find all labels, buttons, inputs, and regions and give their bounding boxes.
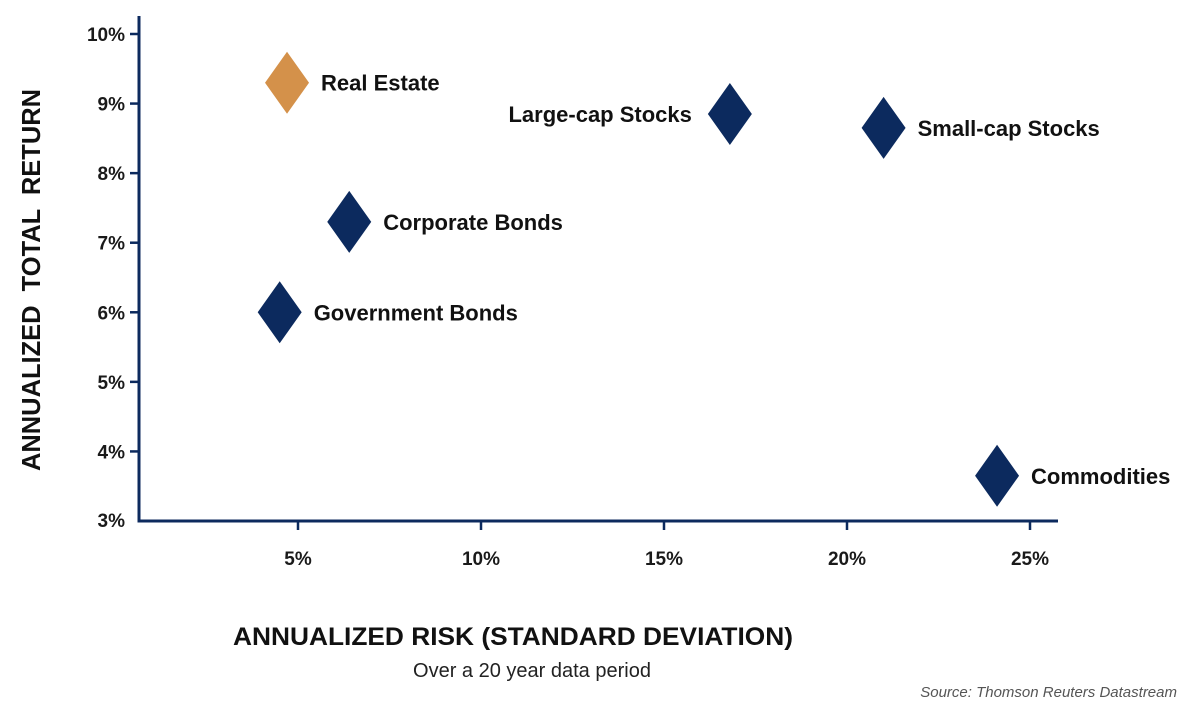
point-marker-small-cap-stocks	[861, 96, 906, 159]
y-tick-label: 9%	[98, 95, 126, 116]
x-tick-label: 25%	[1011, 549, 1049, 570]
point-marker-commodities	[975, 444, 1020, 507]
y-tick-label: 5%	[98, 373, 126, 394]
x-tick-label: 10%	[462, 549, 500, 570]
point-marker-real-estate	[265, 51, 310, 114]
x-tick-group: 5% 10% 15% 20% 25%	[284, 521, 1049, 570]
point-label-commodities: Commodities	[1031, 464, 1170, 489]
point-marker-corporate-bonds	[327, 190, 372, 253]
source-note: Source: Thomson Reuters Datastream	[920, 684, 1177, 701]
y-tick-label: 3%	[98, 511, 126, 532]
axes	[137, 16, 1058, 523]
y-tick-group: 3% 4% 5% 6% 7% 8% 9% 10%	[87, 25, 139, 532]
x-tick-label: 15%	[645, 549, 683, 570]
point-label-corporate-bonds: Corporate Bonds	[383, 210, 563, 235]
point-label-real-estate: Real Estate	[321, 71, 440, 96]
point-marker-government-bonds	[257, 281, 302, 344]
x-tick-label: 20%	[828, 549, 866, 570]
y-tick-label: 10%	[87, 25, 125, 46]
point-label-government-bonds: Government Bonds	[314, 300, 518, 325]
y-tick-label: 7%	[98, 234, 126, 255]
y-tick-label: 6%	[98, 303, 126, 324]
data-points: Real Estate Large-cap Stocks Small-cap Sto…	[257, 51, 1170, 507]
x-axis-title: ANNUALIZED RISK (STANDARD DEVIATION)	[233, 623, 793, 651]
y-axis-title: ANNUALIZED TOTAL RETURN	[16, 89, 46, 471]
point-label-large-cap-stocks: Large-cap Stocks	[508, 102, 691, 127]
y-tick-label: 4%	[98, 442, 126, 463]
point-label-small-cap-stocks: Small-cap Stocks	[918, 116, 1100, 141]
y-tick-label: 8%	[98, 164, 126, 185]
x-tick-label: 5%	[284, 549, 312, 570]
chart-subtitle: Over a 20 year data period	[413, 660, 651, 682]
point-marker-large-cap-stocks	[707, 83, 752, 146]
